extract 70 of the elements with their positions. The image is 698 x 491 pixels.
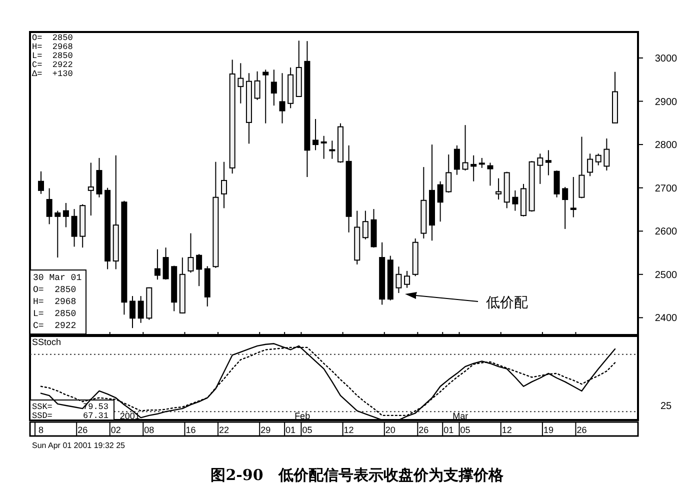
candlestick (487, 162, 494, 186)
candlestick (470, 154, 477, 182)
x-tick-label: 08 (144, 425, 154, 435)
text: 图2-90 低价配信号表示收盘价为支撑价格 (210, 466, 504, 484)
x-tick-label: 26 (78, 425, 88, 435)
candlestick (238, 62, 244, 104)
candlestick (304, 40, 310, 178)
candlestick (112, 154, 119, 270)
annotation: Feb (294, 411, 310, 421)
candlestick (320, 135, 327, 160)
annotation: C= 2922 (33, 321, 76, 331)
candlestick (221, 161, 228, 209)
annotation: 低价配 (486, 295, 528, 311)
y-tick-label: 2700 (654, 183, 678, 194)
x-tick-label: 26 (576, 425, 587, 435)
candlestick (279, 72, 286, 124)
candlestick (346, 144, 352, 233)
candlestick (71, 208, 78, 248)
x-tick-label: 05 (302, 425, 312, 435)
annotation: H= 2968 (32, 42, 73, 52)
candlestick (62, 202, 69, 228)
y-tick-label: 2600 (654, 226, 678, 238)
annotation: L= 2850 (32, 51, 73, 61)
annotation: C= 2922 (32, 60, 73, 70)
y-tick-label: 2400 (654, 313, 678, 324)
x-tick-label: 8 (38, 425, 44, 435)
annotation: L= 2850 (33, 309, 76, 319)
x-tick-label: 22 (219, 425, 230, 435)
candlestick (246, 72, 252, 144)
annotation: O= 2850 (33, 285, 76, 295)
x-tick-label: 19 (543, 425, 554, 435)
candlestick (262, 69, 269, 124)
y-tick-label: 2900 (654, 96, 678, 108)
text: 25 (660, 401, 672, 412)
annotation: SSK= 79.53 (32, 402, 109, 412)
candlestick (428, 144, 435, 242)
x-tick-label: 29 (260, 425, 271, 435)
candlestick (354, 210, 360, 265)
y-tick-label: 3000 (654, 53, 678, 64)
candlestick (570, 176, 576, 218)
candlestick (545, 150, 552, 176)
candlestick (88, 162, 94, 216)
x-tick-label: 12 (344, 425, 354, 435)
x-tick-label: 26 (418, 425, 429, 435)
annotation: H= 2968 (33, 297, 76, 307)
annotation: 2001 (120, 411, 140, 421)
annotation: SSD= 67.31 (32, 411, 109, 421)
x-tick-label: 01 (286, 425, 296, 435)
readout-box: SSK= 79.53 SSD= 67.31 (30, 400, 114, 421)
candlestick (204, 266, 210, 307)
candlestick (329, 140, 336, 160)
candlestick (537, 153, 544, 184)
x-tick-label: 05 (460, 425, 470, 435)
candlestick (604, 138, 610, 172)
candlestick (46, 188, 52, 225)
candlestick (512, 190, 518, 212)
annotation: Δ= +130 (32, 69, 73, 79)
annotation: O= 2850 (32, 33, 73, 43)
annotation: SStoch (32, 337, 62, 347)
annotation: 30 Mar 01 (33, 273, 82, 283)
x-tick-label: 12 (502, 425, 512, 435)
y-tick-label: 2500 (654, 270, 678, 281)
annotation: Mar (452, 411, 468, 421)
x-tick-label: 02 (110, 425, 121, 435)
x-tick-label: 01 (444, 425, 454, 435)
x-tick-label: 16 (186, 425, 196, 435)
y-tick-label: 2800 (654, 140, 678, 152)
candlestick (270, 69, 277, 106)
x-tick-label: 20 (385, 425, 396, 435)
text: Sun Apr 01 2001 19:32 25 (32, 441, 126, 450)
